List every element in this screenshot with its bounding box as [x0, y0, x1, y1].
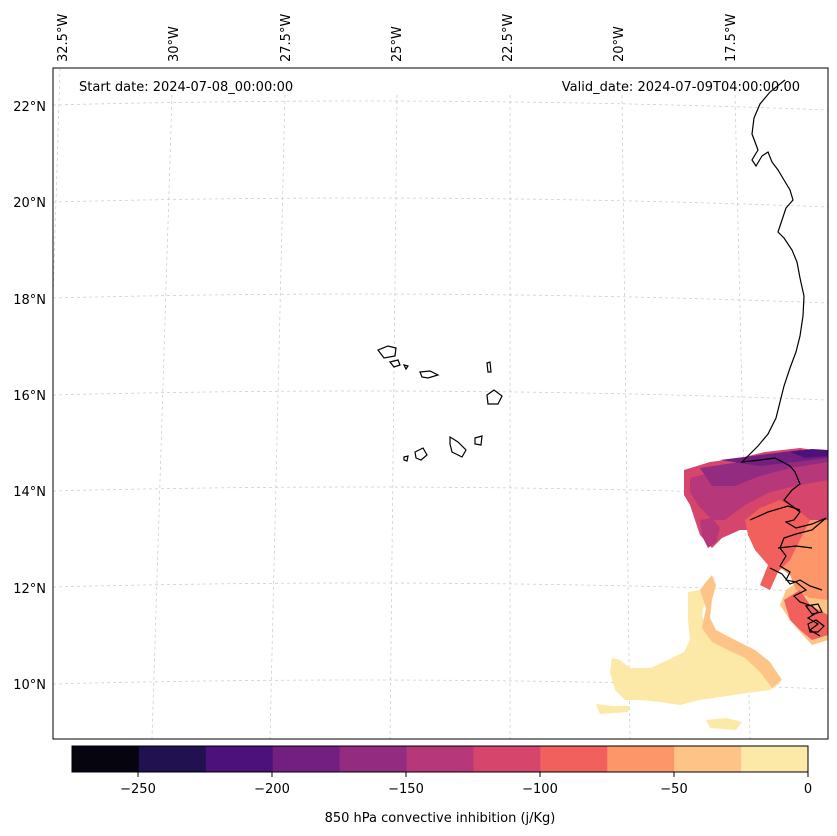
sal-island — [486, 361, 492, 373]
fogo-island — [414, 447, 428, 461]
lon-label-25w: 25°W — [390, 26, 405, 62]
colorbar-swatch-3 — [272, 746, 341, 772]
colorbar-frame — [71, 745, 809, 773]
lat-label-18n: 18°N — [13, 293, 46, 308]
santo-antao-island — [377, 345, 397, 359]
cape-verde-islands — [377, 345, 503, 462]
gambia-river-outline — [749, 505, 801, 521]
lon-label-17-5w: 17.5°W — [724, 14, 739, 62]
lat-label-20n: 20°N — [13, 196, 46, 211]
cin-contour-minus125-small-tail — [700, 518, 720, 548]
lat-label-16n: 16°N — [13, 389, 46, 404]
colorbar-tick-label-minus200: −200 — [254, 782, 290, 797]
lon-label-22-5w: 22.5°W — [501, 14, 516, 62]
longitude-labels: 32.5°W 30°W 27.5°W 25°W 22.5°W 20°W 17.5… — [56, 14, 739, 62]
colorbar-tick-label-minus150: −150 — [388, 782, 424, 797]
colorbar-tick-label-minus50: −50 — [660, 782, 687, 797]
sao-vicente-island — [388, 359, 401, 368]
graticule — [53, 68, 828, 739]
lon-label-27-5w: 27.5°W — [279, 14, 294, 62]
colorbar-tick-label-minus100: −100 — [522, 782, 558, 797]
map-frame — [52, 67, 829, 740]
lat-label-22n: 22°N — [13, 100, 46, 115]
parallel-10n — [53, 679, 828, 690]
cin-contour-minus75-to-minus100-south — [784, 590, 828, 640]
cin-contour-0-to-minus25-south — [610, 590, 780, 705]
meridian-32-5w — [53, 68, 61, 301]
colorbar-swatch-7 — [540, 746, 608, 772]
parallel-14n — [53, 486, 828, 497]
coastlines — [740, 79, 827, 637]
valid-date-label: Valid_date: 2024-07-09T04:00:00.00 — [562, 80, 800, 95]
colorbar-ticks — [137, 772, 809, 777]
colorbar-swatch-1 — [138, 746, 207, 772]
parallel-22n — [53, 100, 828, 111]
parallel-16n — [53, 390, 828, 401]
maio-island — [474, 435, 483, 446]
colorbar-swatches — [72, 746, 809, 772]
cin-field — [596, 448, 828, 730]
cin-contour-0-to-minus25-fleck1 — [596, 704, 630, 714]
colorbar-swatch-9 — [674, 746, 742, 772]
sao-nicolau-island — [419, 370, 440, 379]
colorbar-tick-label-minus250: −250 — [120, 782, 156, 797]
meridian-30w — [151, 94, 173, 739]
cin-contour-0-to-minus25-fleck2 — [706, 718, 742, 730]
boa-vista-island — [486, 389, 503, 405]
santiago-island — [449, 435, 467, 458]
colorbar-swatch-6 — [473, 746, 541, 772]
parallel-18n — [53, 293, 828, 304]
casamance-outline — [777, 545, 813, 549]
meridian-25w — [389, 94, 398, 739]
colorbar-swatch-2 — [205, 746, 274, 772]
lat-label-14n: 14°N — [13, 485, 46, 500]
parallel-20n — [53, 197, 828, 208]
cin-contour-minus200-to-minus225 — [790, 449, 828, 458]
cin-contour-minus75-to-minus100-inner — [745, 500, 810, 590]
parallel-12n — [53, 582, 828, 593]
colorbar-swatch-5 — [406, 746, 474, 772]
lat-label-12n: 12°N — [13, 582, 46, 597]
lon-label-30w: 30°W — [167, 26, 182, 62]
lon-label-32-5w: 32.5°W — [56, 14, 71, 62]
colorbar-swatch-8 — [607, 746, 675, 772]
colorbar-tick-labels: −250 −200 −150 −100 −50 0 — [120, 782, 812, 797]
start-date-label: Start date: 2024-07-08_00:00:00 — [79, 80, 293, 95]
latitude-labels: 22°N 20°N 18°N 16°N 14°N 12°N 10°N — [13, 100, 46, 693]
lon-label-20w: 20°W — [612, 26, 627, 62]
colorbar-title: 850 hPa convective inhibition (j/Kg) — [325, 811, 556, 826]
meridian-17-5w — [734, 94, 751, 739]
africa-coastline — [740, 79, 827, 637]
west-african-inner-coast — [769, 567, 823, 591]
bijagos-islands — [804, 603, 825, 633]
colorbar-swatch-10 — [741, 746, 809, 772]
cin-contour-minus25-to-minus50-south — [700, 575, 782, 688]
colorbar-tick-label-0: 0 — [804, 782, 812, 797]
meridian-27-5w — [269, 94, 286, 739]
brava-island — [403, 455, 409, 462]
colorbar: −250 −200 −150 −100 −50 0 850 hPa convec… — [71, 745, 812, 826]
lat-label-10n: 10°N — [13, 678, 46, 693]
meridian-20w — [621, 94, 631, 739]
colorbar-swatch-0 — [72, 746, 140, 772]
santa-luzia-islet — [402, 364, 409, 371]
colorbar-swatch-4 — [339, 746, 408, 772]
